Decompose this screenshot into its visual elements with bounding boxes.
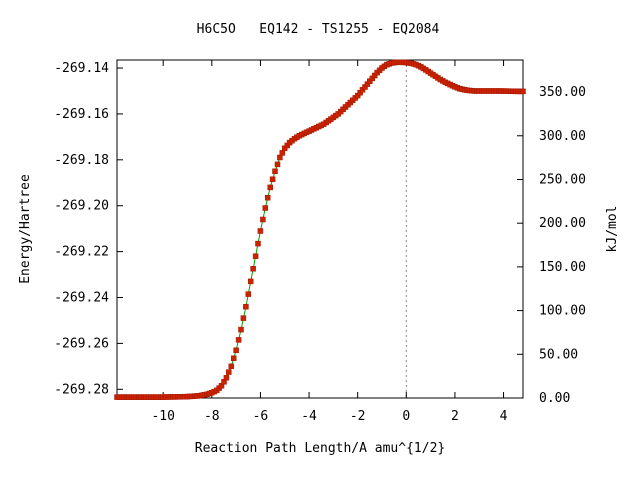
data-point [235, 337, 242, 343]
x-tick-label: -6 [253, 409, 269, 424]
data-point [226, 369, 232, 375]
y-axis-label: Energy/Hartree [18, 174, 33, 284]
data-point [243, 303, 249, 310]
data-point [245, 291, 252, 297]
x-tick-label: -4 [301, 409, 317, 424]
y2-tick-label: 150.00 [539, 260, 586, 275]
data-point [279, 150, 286, 156]
x-tick-label: -10 [151, 409, 174, 424]
data-point [228, 363, 235, 370]
data-point [252, 253, 259, 259]
data-point [238, 326, 244, 333]
data-point [230, 355, 237, 362]
x-axis-label: Reaction Path Length/A amu^{1/2} [195, 441, 445, 456]
chart-title: H6C5O EQ142 - TS1255 - EQ2084 [197, 22, 440, 37]
data-point [233, 347, 239, 354]
data-point [250, 266, 256, 272]
y-tick-label: -269.22 [54, 245, 109, 260]
data-point [272, 168, 278, 175]
data-point [267, 184, 273, 191]
data-point [247, 278, 254, 285]
plot-frame [116, 59, 524, 399]
y2-tick-label: 200.00 [539, 216, 586, 231]
y2-axis-label: kJ/mol [605, 206, 620, 253]
y-tick-label: -269.20 [54, 199, 109, 214]
data-point [269, 176, 276, 183]
data-point [240, 315, 247, 321]
data-point [520, 88, 526, 95]
x-tick-label: 2 [451, 409, 459, 424]
y-tick-label: -269.28 [54, 382, 109, 397]
data-point [277, 154, 283, 161]
y2-tick-label: 0.00 [539, 391, 570, 406]
x-tick-label: -8 [204, 409, 220, 424]
data-point [223, 375, 230, 381]
y2-tick-label: 250.00 [539, 172, 586, 187]
x-tick-label: 4 [500, 409, 508, 424]
y2-tick-label: 50.00 [539, 347, 578, 362]
y-tick-label: -269.26 [54, 336, 109, 351]
y-tick-label: -269.14 [54, 61, 109, 76]
data-point [255, 240, 261, 247]
x-tick-label: -2 [350, 409, 366, 424]
y2-tick-label: 350.00 [539, 85, 586, 100]
y2-tick-label: 300.00 [539, 129, 586, 144]
data-point [274, 161, 281, 168]
x-tick-label: 0 [402, 409, 410, 424]
y-tick-label: -269.24 [54, 290, 109, 305]
series-line [117, 61, 524, 398]
data-point [257, 228, 264, 234]
y-tick-label: -269.16 [54, 107, 109, 122]
data-point [260, 216, 266, 223]
y-tick-label: -269.18 [54, 153, 109, 168]
y2-tick-label: 100.00 [539, 304, 586, 319]
data-point [264, 194, 271, 201]
data-point [262, 205, 269, 211]
